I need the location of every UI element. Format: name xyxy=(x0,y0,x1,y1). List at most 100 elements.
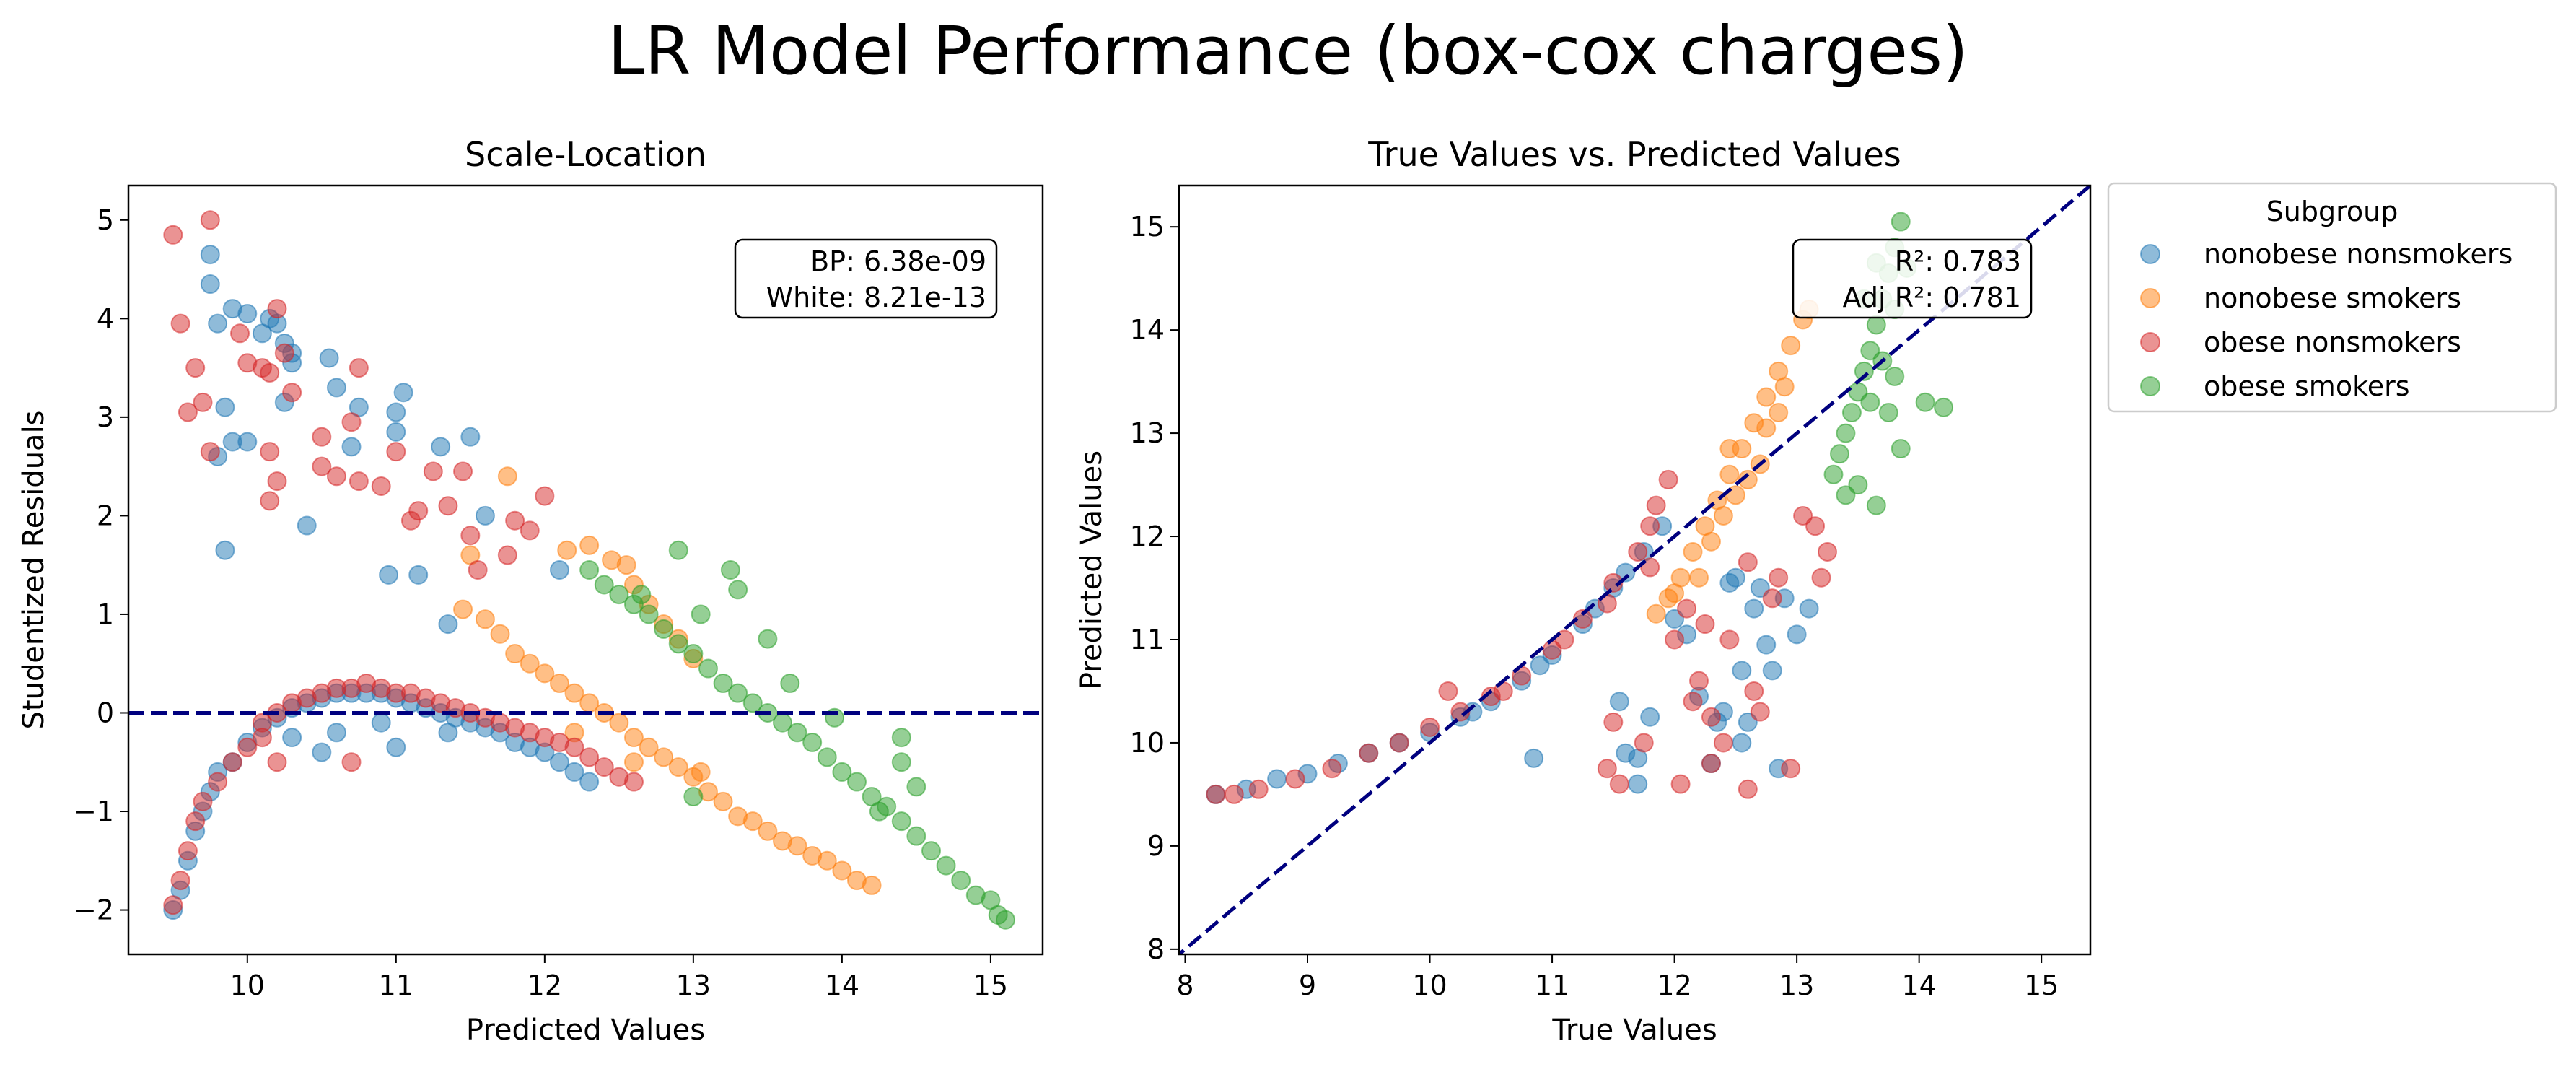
data-point xyxy=(728,580,748,600)
data-point xyxy=(1248,779,1269,799)
data-point xyxy=(832,860,852,881)
data-point xyxy=(579,747,600,767)
data-point xyxy=(817,850,837,871)
data-point xyxy=(1841,402,1862,422)
data-point xyxy=(460,427,481,447)
data-point xyxy=(720,560,740,580)
data-point xyxy=(1665,583,1685,603)
data-point xyxy=(497,466,517,487)
data-point xyxy=(505,644,525,664)
data-point xyxy=(371,476,391,496)
stats-annotation-line: BP: 6.38e-09 xyxy=(810,245,986,277)
legend-marker xyxy=(2140,332,2160,352)
data-point xyxy=(1524,748,1544,768)
data-point xyxy=(869,801,889,822)
data-point xyxy=(1781,759,1801,779)
data-point xyxy=(163,225,183,245)
y-tick-label: 10 xyxy=(1130,727,1165,759)
data-point xyxy=(535,486,555,506)
legend-entry: obese nonsmokers xyxy=(2204,326,2461,358)
data-point xyxy=(787,723,807,743)
data-point xyxy=(1719,464,1740,484)
data-point xyxy=(683,787,704,807)
data-point xyxy=(170,871,190,891)
data-point xyxy=(564,737,584,757)
data-point xyxy=(267,471,287,492)
data-point xyxy=(1732,661,1752,681)
data-point xyxy=(1818,541,1838,562)
data-point xyxy=(1829,444,1849,464)
data-point xyxy=(185,358,206,378)
data-point xyxy=(549,560,569,580)
data-point xyxy=(267,299,287,319)
data-point xyxy=(1823,464,1844,484)
data-point xyxy=(1750,702,1770,722)
x-tick-label: 9 xyxy=(1299,969,1316,1001)
data-point xyxy=(1725,567,1745,588)
x-tick-label: 11 xyxy=(379,969,413,1001)
subgroup-legend: Subgroup nonobese nonsmokers nonobese smok… xyxy=(2107,182,2557,413)
data-point xyxy=(215,397,235,417)
y-tick-label: 1 xyxy=(97,598,114,630)
data-point xyxy=(408,565,429,585)
legend-marker xyxy=(2140,244,2160,264)
legend-marker xyxy=(2140,288,2160,308)
data-point xyxy=(319,348,339,368)
data-point xyxy=(1683,692,1703,712)
data-point xyxy=(1640,707,1660,727)
data-point xyxy=(312,456,332,476)
data-point xyxy=(906,777,926,797)
data-point xyxy=(453,599,473,619)
data-point xyxy=(1609,692,1629,712)
y-tick-label: 14 xyxy=(1130,314,1165,346)
data-point xyxy=(208,772,228,792)
data-point xyxy=(1811,567,1831,588)
data-point xyxy=(557,540,577,560)
data-point xyxy=(423,461,443,481)
x-tick-label: 10 xyxy=(230,969,265,1001)
data-point xyxy=(438,614,458,635)
data-point xyxy=(713,674,733,694)
data-point xyxy=(817,747,837,767)
axes-frame xyxy=(127,184,1044,956)
data-point xyxy=(691,604,711,624)
data-point xyxy=(341,437,362,457)
data-point xyxy=(178,402,198,422)
data-point xyxy=(393,383,413,403)
y-axis-label: Studentized Residuals xyxy=(17,410,51,729)
data-point xyxy=(668,634,688,654)
data-point xyxy=(1756,635,1777,655)
data-point xyxy=(1603,712,1624,732)
data-point xyxy=(742,693,763,713)
data-point xyxy=(668,757,688,777)
data-point xyxy=(691,762,711,782)
data-point xyxy=(1677,598,1697,619)
data-point xyxy=(1438,681,1458,701)
data-point xyxy=(1683,541,1703,562)
data-point xyxy=(193,791,213,811)
data-point xyxy=(654,619,674,639)
data-point xyxy=(1603,572,1624,593)
data-point xyxy=(1781,336,1801,356)
data-point xyxy=(1658,469,1678,489)
data-point xyxy=(1646,603,1666,624)
data-point xyxy=(1860,392,1880,412)
data-point xyxy=(594,757,614,777)
data-point xyxy=(1713,733,1733,753)
data-point xyxy=(1609,774,1629,794)
data-point xyxy=(1756,387,1777,407)
data-point xyxy=(386,402,406,422)
data-point xyxy=(802,732,823,752)
data-point xyxy=(862,875,882,895)
data-point xyxy=(549,674,569,694)
data-point xyxy=(639,604,659,624)
data-point xyxy=(505,510,525,531)
data-point xyxy=(564,762,584,782)
data-point xyxy=(1799,598,1819,619)
legend-entry: nonobese nonsmokers xyxy=(2204,238,2513,270)
data-point xyxy=(623,772,644,792)
x-axis-label: Predicted Values xyxy=(466,1014,705,1047)
data-point xyxy=(683,644,704,664)
